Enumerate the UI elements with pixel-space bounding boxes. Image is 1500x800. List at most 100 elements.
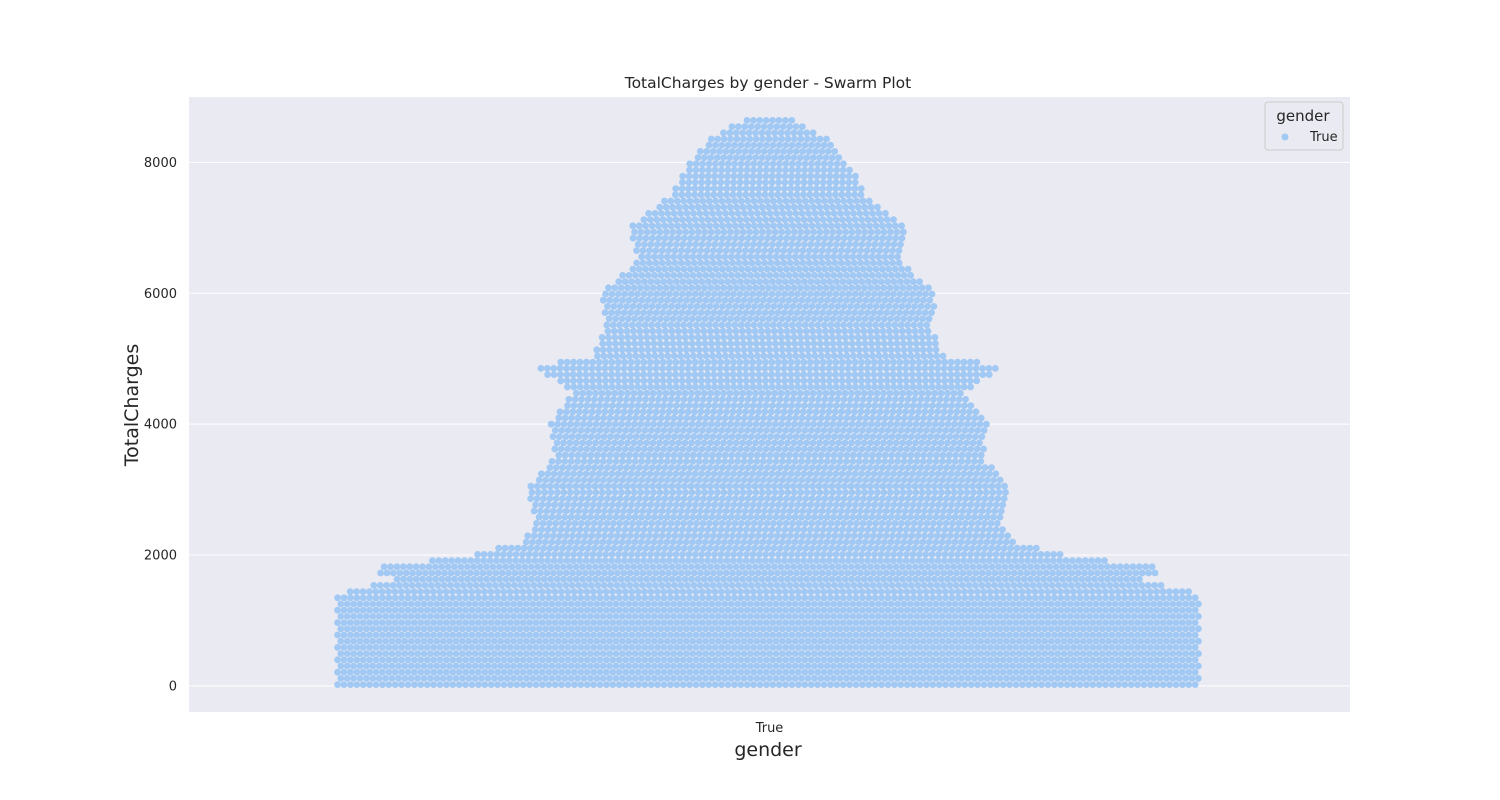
swarm-point: [562, 433, 570, 440]
swarm-point: [1121, 644, 1129, 651]
swarm-point: [865, 656, 873, 664]
swarm-point: [684, 569, 692, 577]
swarm-point: [755, 377, 763, 385]
swarm-point: [559, 464, 567, 471]
swarm-point: [775, 631, 783, 639]
swarm-point: [583, 631, 591, 639]
swarm-point: [778, 513, 786, 521]
swarm-point: [890, 383, 898, 391]
swarm-point: [587, 613, 594, 620]
swarm-point: [782, 606, 789, 614]
swarm-point: [753, 625, 761, 633]
swarm-point: [417, 668, 425, 676]
swarm-point: [684, 507, 692, 515]
swarm-point: [622, 656, 629, 664]
swarm-point: [604, 439, 612, 447]
swarm-point: [909, 470, 916, 478]
swarm-point: [1140, 606, 1148, 614]
swarm-point: [924, 464, 931, 471]
swarm-point: [743, 656, 751, 664]
swarm-point: [1041, 650, 1049, 657]
swarm-point: [674, 544, 682, 552]
swarm-point: [593, 613, 601, 620]
swarm-point: [833, 606, 841, 614]
swarm-point: [1191, 656, 1199, 664]
swarm-point: [1188, 600, 1196, 608]
swarm-point: [862, 414, 870, 422]
swarm-point: [711, 402, 719, 409]
swarm-point: [1153, 606, 1161, 614]
swarm-point: [766, 600, 773, 608]
swarm-point: [839, 588, 847, 595]
swarm-point: [567, 650, 575, 657]
swarm-point: [575, 408, 583, 416]
swarm-point: [995, 575, 1002, 583]
swarm-point: [958, 637, 965, 645]
swarm-point: [777, 439, 785, 447]
swarm-point: [933, 507, 941, 515]
swarm-point: [689, 451, 697, 459]
swarm-point: [910, 656, 917, 664]
swarm-point: [932, 600, 940, 608]
swarm-point: [916, 668, 924, 676]
swarm-point: [717, 383, 725, 391]
swarm-point: [861, 420, 869, 428]
swarm-point: [866, 464, 874, 471]
swarm-point: [724, 427, 732, 434]
swarm-point: [859, 644, 866, 651]
swarm-point: [609, 631, 617, 639]
swarm-point: [913, 451, 921, 459]
swarm-point: [813, 501, 821, 509]
swarm-point: [791, 637, 799, 645]
swarm-point: [690, 507, 698, 515]
swarm-point: [1172, 681, 1180, 688]
swarm-point: [510, 662, 517, 670]
swarm-point: [491, 637, 498, 645]
swarm-point: [717, 501, 725, 509]
swarm-point: [500, 656, 508, 664]
swarm-point: [943, 464, 951, 471]
swarm-point: [591, 396, 598, 403]
swarm-point: [949, 482, 957, 490]
swarm-point: [353, 594, 361, 602]
swarm-point: [1191, 681, 1199, 688]
swarm-point: [993, 668, 1001, 676]
swarm-point: [1003, 625, 1010, 633]
swarm-point: [728, 582, 736, 589]
swarm-point: [340, 619, 348, 626]
swarm-point: [908, 569, 916, 577]
swarm-point: [955, 396, 963, 403]
swarm-point: [781, 371, 788, 378]
swarm-point: [1195, 625, 1202, 633]
swarm-point: [795, 656, 802, 664]
swarm-point: [593, 513, 601, 521]
swarm-point: [860, 544, 867, 552]
swarm-point: [670, 538, 677, 546]
swarm-point: [606, 650, 613, 657]
swarm-point: [839, 526, 846, 533]
swarm-point: [566, 439, 574, 447]
swarm-point: [576, 383, 584, 391]
swarm-point: [423, 656, 431, 664]
swarm-point: [1006, 631, 1013, 639]
swarm-point: [526, 656, 533, 664]
swarm-point: [952, 451, 959, 459]
swarm-point: [884, 501, 891, 509]
swarm-point: [667, 644, 674, 651]
swarm-point: [880, 439, 887, 447]
swarm-point: [578, 495, 586, 502]
swarm-point: [668, 563, 676, 571]
swarm-point: [664, 433, 672, 440]
swarm-point: [753, 476, 761, 484]
swarm-point: [626, 507, 634, 515]
swarm-point: [1015, 600, 1023, 608]
swarm-point: [807, 594, 815, 602]
swarm-point: [356, 675, 364, 682]
swarm-point: [800, 501, 808, 509]
swarm-point: [679, 619, 687, 626]
swarm-point: [593, 600, 601, 608]
swarm-point: [651, 613, 658, 620]
swarm-point: [885, 482, 893, 490]
swarm-point: [820, 619, 828, 626]
swarm-point: [697, 365, 705, 372]
